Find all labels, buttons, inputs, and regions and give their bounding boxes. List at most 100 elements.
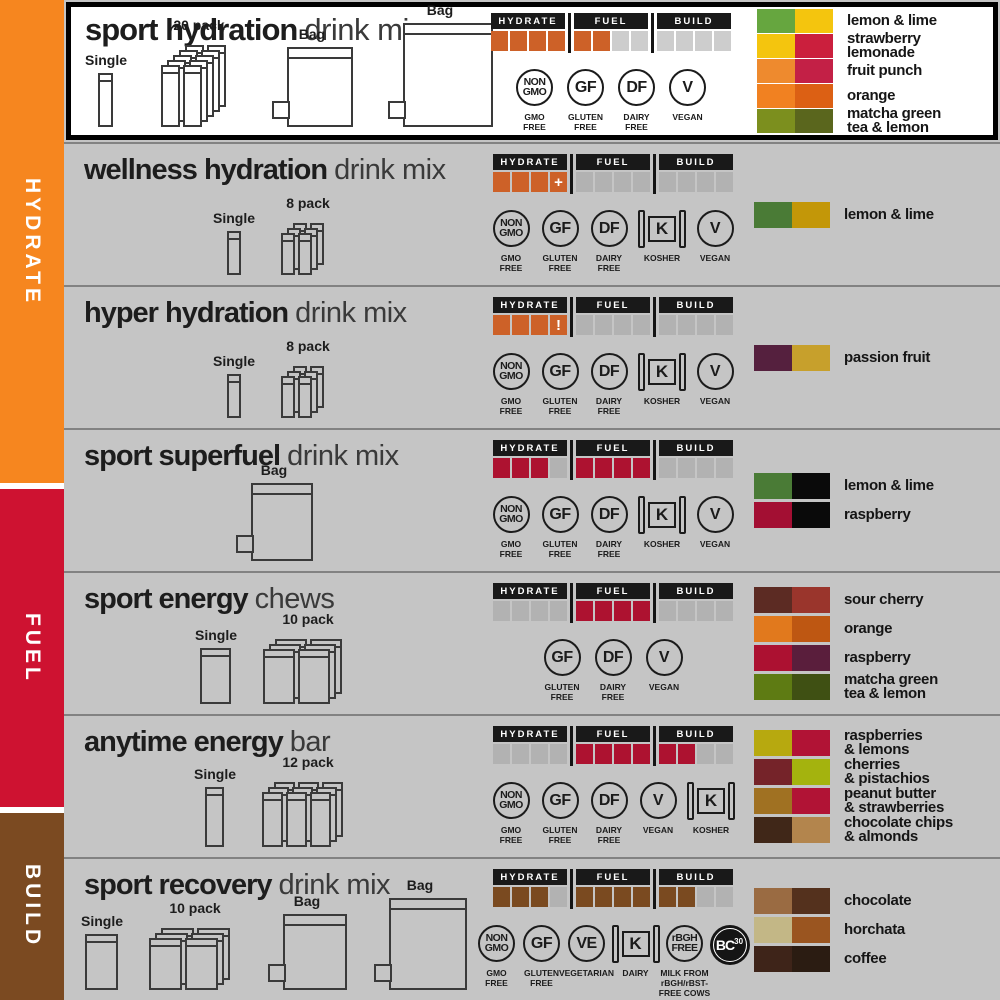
flavor-label: cherries & pistachios: [844, 756, 930, 787]
flavor-label: matcha green tea & lemon: [844, 671, 938, 702]
meter-header-build: BUILD: [659, 869, 733, 885]
meter-cells: [574, 31, 648, 51]
badge-non-gmo: NON GMO GMO FREE: [476, 925, 518, 988]
product-title-type: drink mix: [295, 297, 407, 329]
package-bag-icon: [388, 23, 493, 127]
flavor-swatch: [757, 59, 833, 83]
badge-sublabel: KOSHER: [643, 539, 681, 549]
meter-header-build: BUILD: [657, 13, 731, 29]
product-title-type: chews: [254, 583, 335, 615]
package-label: Single: [194, 627, 237, 643]
package-label: 10 pack: [282, 611, 334, 627]
non-gmo-icon: NON GMO: [478, 925, 515, 962]
badge-sublabel: KOSHER: [692, 825, 730, 835]
package-pack: 20 pack: [161, 17, 237, 127]
badge-sublabel: MILK FROM rBGH/rBST- FREE COWS: [658, 968, 711, 998]
flavor-swatch-right: [792, 730, 830, 756]
flavor-swatch-right: [792, 759, 830, 785]
meter-segment-build: BUILD: [659, 869, 733, 907]
meter-cells: [659, 744, 733, 764]
meter-cell: [633, 601, 650, 621]
badge-sublabel: GLUTEN FREE: [544, 682, 580, 702]
flavor-swatch: [757, 109, 833, 133]
meter-cells: [659, 601, 733, 621]
badge-df: DF DAIRY FREE: [588, 210, 630, 273]
meter-divider: [568, 13, 571, 53]
df-icon: DF: [618, 69, 655, 106]
package-label: 12 pack: [282, 754, 334, 770]
package-item: [286, 792, 307, 847]
flavor-swatch-left: [754, 887, 792, 914]
flavor-item: cherries & pistachios: [754, 756, 1000, 787]
package-item: [262, 792, 283, 847]
badge-v: V VEGAN: [643, 639, 685, 701]
badge-bc30: BC 30: [709, 925, 751, 987]
meter-cell: [614, 744, 631, 764]
package-label: 8 pack: [286, 195, 330, 211]
meter-cell: [493, 887, 510, 907]
package-label: 8 pack: [286, 338, 330, 354]
flavor-swatch-right: [792, 344, 830, 371]
hydrate-fuel-build-meter: HYDRATE! FUEL BUILD: [493, 297, 733, 337]
meter-cell: [512, 458, 529, 478]
meter-header-hydrate: HYDRATE: [493, 440, 567, 456]
meter-header-fuel: FUEL: [576, 869, 650, 885]
package-label: Bag: [426, 2, 454, 18]
meter-zone: HYDRATE FUEL BUILD NON GMO GMO FREE GF GLUTEN …: [481, 13, 741, 132]
badge-sublabel: GLUTEN FREE: [568, 112, 603, 132]
flavor-label: raspberry: [844, 506, 911, 524]
gf-icon: GF: [541, 782, 579, 819]
package-pouch-icon: [200, 648, 232, 704]
packages: Single 20 pack Bag Bag: [71, 2, 507, 127]
package-pack-icon: [161, 38, 237, 127]
hydrate-fuel-build-meter: HYDRATE FUEL BUILD: [493, 440, 733, 480]
package-pack-icon: [263, 632, 353, 704]
product-row-6: anytime energy bar Single 12 pack HYDRATE FUE…: [64, 714, 1000, 857]
meter-cell: [531, 887, 548, 907]
meter-cell: [697, 458, 714, 478]
meter-segment-fuel: FUEL: [576, 726, 650, 764]
df-icon: DF: [590, 210, 628, 247]
meter-header-build: BUILD: [659, 297, 733, 313]
flavor-label: matcha green tea & lemon: [847, 105, 941, 136]
meter-cell: [512, 744, 529, 764]
flavor-label: raspberries & lemons: [844, 727, 923, 758]
certification-badges: NON GMO GMO FREE GF GLUTEN FREE DF DAIRY FREE…: [490, 353, 736, 416]
package-bag-icon: [268, 914, 347, 990]
product-title-bold: hyper hydration: [84, 297, 289, 329]
meter-header-hydrate: HYDRATE: [491, 13, 565, 29]
product-title-type: drink mix: [278, 869, 391, 901]
meter-cell: [595, 744, 612, 764]
product-row-5: sport energy chews Single 10 pack HYDRATE FUE…: [64, 571, 1000, 714]
package-item: [298, 649, 330, 704]
meter-cells: [657, 31, 731, 51]
meter-cells: [493, 601, 567, 621]
gf-icon: GF: [543, 639, 581, 676]
flavor-swatch-left: [757, 59, 795, 83]
gf-icon: GF: [541, 353, 579, 390]
package-stick-icon: [226, 374, 241, 418]
badge-df: DF DAIRY FREE: [592, 639, 634, 702]
meter-cell: [633, 744, 650, 764]
meter-cell: [550, 601, 567, 621]
product-title-type: drink mix: [287, 440, 399, 472]
meter-zone: HYDRATE FUEL BUILD GF GLUTEN FREE DF DAIRY FRE…: [483, 583, 743, 702]
badge-sublabel: VEGETARIAN: [558, 968, 615, 978]
meter-cell: [614, 458, 631, 478]
category-sidebar: HYDRATE FUEL BUILD: [0, 0, 64, 1000]
meter-cell: [595, 601, 612, 621]
meter-cells: !: [493, 315, 567, 335]
meter-divider: [653, 869, 656, 909]
packages: Bag: [64, 462, 484, 561]
badge-df: DF DAIRY FREE: [588, 353, 630, 416]
meter-cells: [491, 31, 565, 51]
meter-cell: [512, 601, 529, 621]
badge-sublabel: VEGAN: [642, 825, 674, 835]
meter-segment-hydrate: HYDRATE: [493, 440, 567, 478]
meter-header-fuel: FUEL: [576, 583, 650, 599]
meter-cell: [633, 315, 650, 335]
meter-segment-hydrate: HYDRATE!: [493, 297, 567, 335]
badge-non-gmo: NON GMO GMO FREE: [490, 210, 532, 273]
v-icon: V: [639, 782, 677, 819]
